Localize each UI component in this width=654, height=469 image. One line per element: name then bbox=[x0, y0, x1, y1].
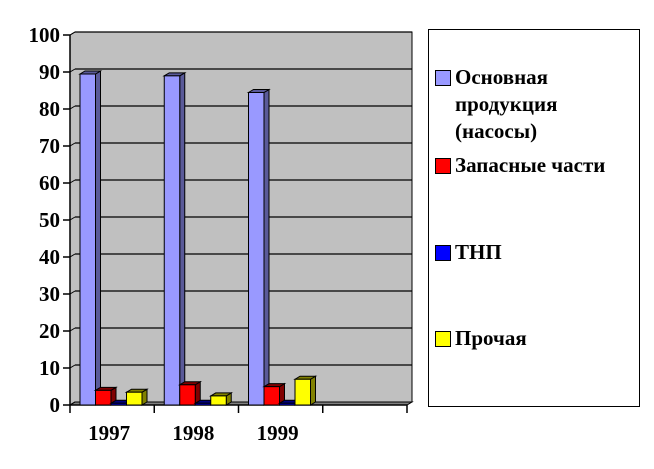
legend-swatch bbox=[435, 245, 451, 261]
x-tick-label: 1997 bbox=[88, 421, 130, 445]
y-tick-label: 100 bbox=[29, 23, 61, 47]
y-tick-label: 0 bbox=[50, 393, 61, 417]
y-tick-label: 40 bbox=[39, 245, 60, 269]
x-tick-label: 1998 bbox=[172, 421, 214, 445]
y-tick-depth bbox=[69, 179, 76, 184]
legend-label: ТНП bbox=[455, 240, 502, 264]
legend-swatch bbox=[435, 70, 451, 86]
y-tick-depth bbox=[69, 364, 76, 369]
y-tick-depth bbox=[69, 105, 76, 110]
y-tick-label: 20 bbox=[39, 319, 60, 343]
plot-wall bbox=[69, 31, 413, 406]
legend-label: Запасные части bbox=[455, 153, 606, 177]
bar bbox=[163, 75, 181, 406]
y-tick-depth bbox=[69, 142, 76, 147]
legend-item-other: Прочая bbox=[435, 325, 640, 352]
legend: Основная продукция (насосы) Запасные час… bbox=[428, 29, 640, 407]
legend-item-main-product: Основная продукция (насосы) bbox=[435, 64, 640, 145]
legend-swatch bbox=[435, 158, 451, 174]
legend-item-consumer-goods: ТНП bbox=[435, 239, 640, 266]
y-tick-depth bbox=[69, 31, 76, 36]
y-tick-label: 30 bbox=[39, 282, 60, 306]
bar bbox=[294, 378, 311, 406]
bar bbox=[194, 402, 212, 406]
bar bbox=[95, 389, 112, 406]
bar bbox=[210, 395, 227, 406]
legend-label: Основная продукция (насосы) bbox=[455, 65, 558, 143]
bar-side bbox=[263, 88, 270, 406]
legend-label: Прочая bbox=[455, 326, 527, 350]
y-tick-label: 90 bbox=[39, 60, 60, 84]
bar bbox=[263, 386, 280, 406]
y-tick-depth bbox=[69, 290, 76, 295]
y-tick-depth bbox=[69, 68, 76, 73]
bar-side bbox=[179, 71, 186, 406]
bar bbox=[279, 402, 296, 406]
x-tick-label: 1999 bbox=[257, 421, 299, 445]
y-tick-label: 80 bbox=[39, 97, 60, 121]
bar bbox=[179, 384, 196, 406]
bar-side bbox=[310, 375, 316, 406]
bar bbox=[126, 391, 143, 406]
y-tick-depth bbox=[69, 253, 76, 258]
y-tick-label: 50 bbox=[39, 208, 60, 232]
y-tick-label: 10 bbox=[39, 356, 60, 380]
bar bbox=[110, 402, 127, 406]
legend-item-spare-parts: Запасные части bbox=[435, 152, 640, 179]
bar bbox=[79, 73, 96, 406]
y-tick-label: 60 bbox=[39, 171, 60, 195]
y-tick-label: 70 bbox=[39, 134, 60, 158]
y-tick-depth bbox=[69, 327, 76, 332]
legend-swatch bbox=[435, 331, 451, 347]
bar bbox=[248, 92, 265, 406]
y-tick-depth bbox=[69, 216, 76, 221]
bar-side bbox=[95, 70, 101, 406]
